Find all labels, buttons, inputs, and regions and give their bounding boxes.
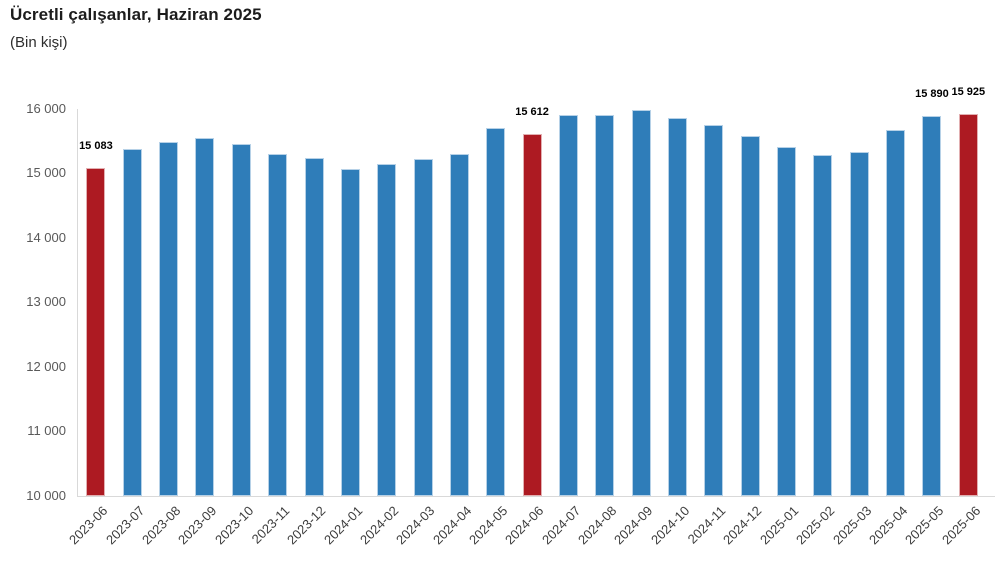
y-axis-line xyxy=(77,109,78,497)
x-axis-tick-label: 2024-01 xyxy=(320,503,365,548)
x-axis-tick-label: 2024-11 xyxy=(684,503,729,547)
y-axis-tick-label: 12 000 xyxy=(26,358,66,374)
x-axis-tick-label: 2025-05 xyxy=(902,503,947,548)
x-axis-tick-label: 2023-06 xyxy=(66,503,111,548)
y-axis-tick-label: 15 000 xyxy=(26,165,66,181)
bar-2024-10[interactable] xyxy=(668,117,687,496)
x-axis-tick-label: 2025-06 xyxy=(938,503,983,548)
bar-2024-11[interactable] xyxy=(704,125,724,496)
x-axis-tick-label: 2024-03 xyxy=(393,503,438,548)
bar-2024-02[interactable] xyxy=(377,164,397,496)
bar-2024-06[interactable] xyxy=(522,133,542,496)
data-label-2024-06: 15 612 xyxy=(515,105,549,118)
y-axis-tick-label: 10 000 xyxy=(26,488,66,503)
data-label-2025-05: 15 890 xyxy=(915,87,949,100)
bar-2023-09[interactable] xyxy=(195,137,215,496)
bar-2024-07[interactable] xyxy=(558,114,578,496)
y-axis-tick-label: 16 000 xyxy=(26,100,66,116)
x-axis-tick-label: 2023-11 xyxy=(248,503,293,547)
bar-2024-09[interactable] xyxy=(631,109,651,496)
y-axis-tick-label: 14 000 xyxy=(26,229,66,245)
bar-2025-02[interactable] xyxy=(813,154,833,496)
bar-2023-07[interactable] xyxy=(122,149,142,496)
x-axis-tick-label: 2023-12 xyxy=(284,503,329,548)
chart-title: Ücretli çalışanlar, Haziran 2025 xyxy=(10,5,262,24)
bar-2023-12[interactable] xyxy=(304,158,324,496)
bar-2023-10[interactable] xyxy=(231,144,251,496)
bar-2023-11[interactable] xyxy=(268,153,288,496)
y-axis-tick-label: 13 000 xyxy=(26,294,66,310)
y-axis-tick-label: 11 000 xyxy=(27,423,66,439)
data-label-2025-06: 15 925 xyxy=(951,85,986,98)
x-axis-tick-label: 2025-04 xyxy=(865,503,911,548)
x-axis-tick-label: 2024-02 xyxy=(356,503,402,548)
data-label-2023-06: 15 083 xyxy=(79,139,113,152)
x-axis-tick-label: 2023-08 xyxy=(138,503,184,548)
chart-subtitle: (Bin kişi) xyxy=(10,34,68,51)
x-axis-tick-label: 2024-07 xyxy=(538,503,584,548)
bar-2025-04[interactable] xyxy=(886,130,906,496)
x-axis-tick-label: 2024-10 xyxy=(647,503,693,548)
bar-2025-01[interactable] xyxy=(777,146,797,496)
x-axis-tick-label: 2024-12 xyxy=(720,503,765,548)
bar-2025-06[interactable] xyxy=(958,113,978,496)
x-axis-tick-label: 2023-10 xyxy=(211,503,256,548)
x-axis-tick-label: 2024-04 xyxy=(429,503,475,548)
bar-2023-08[interactable] xyxy=(159,141,179,496)
bar-2025-03[interactable] xyxy=(849,152,869,496)
x-axis-tick-label: 2023-09 xyxy=(175,503,220,548)
x-axis-line xyxy=(77,496,995,497)
x-axis-tick-label: 2025-03 xyxy=(829,503,874,548)
x-axis-tick-label: 2024-09 xyxy=(611,503,656,548)
bar-2024-05[interactable] xyxy=(486,128,506,496)
x-axis-tick-label: 2025-02 xyxy=(793,503,838,548)
bar-2024-04[interactable] xyxy=(449,154,469,496)
x-axis-tick-label: 2024-08 xyxy=(575,503,620,548)
x-axis-tick-label: 2023-07 xyxy=(102,503,147,548)
bar-2023-06[interactable] xyxy=(86,167,106,496)
x-axis-tick-label: 2024-05 xyxy=(466,503,511,548)
bar-2025-05[interactable] xyxy=(922,115,942,496)
x-axis-tick-label: 2025-01 xyxy=(756,503,802,548)
x-axis-tick-label: 2024-06 xyxy=(502,503,547,548)
bar-2024-08[interactable] xyxy=(595,114,615,496)
bar-2024-01[interactable] xyxy=(340,168,360,496)
bar-2024-12[interactable] xyxy=(740,135,760,496)
bar-2024-03[interactable] xyxy=(413,158,433,496)
